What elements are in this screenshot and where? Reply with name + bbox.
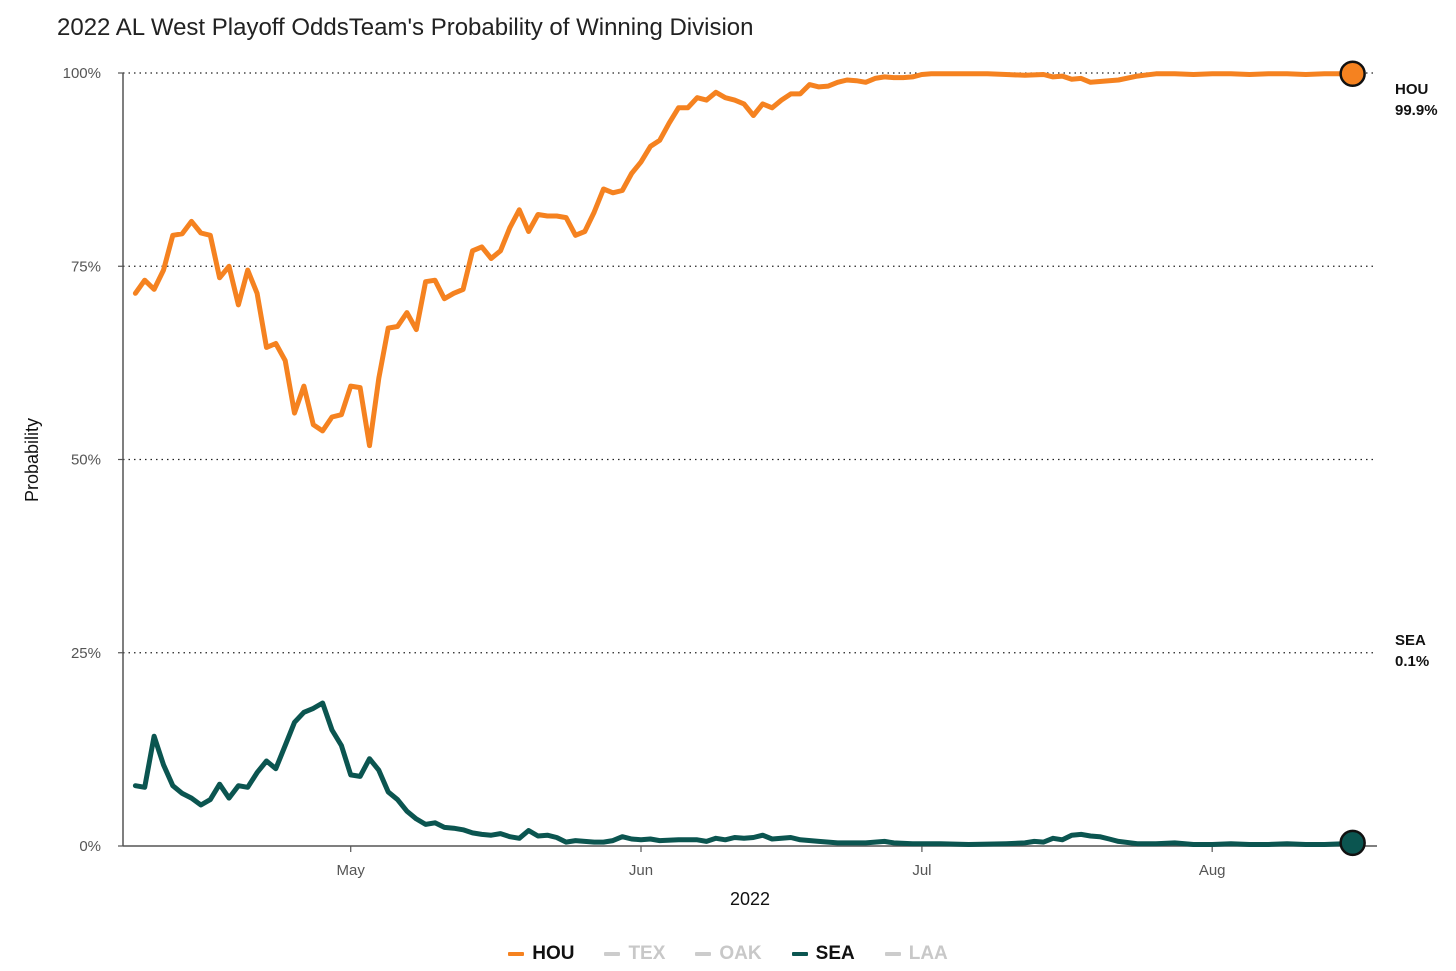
chart-title: 2022 AL West Playoff OddsTeam's Probabil… bbox=[57, 14, 754, 42]
chart-subtitle: Team's Probability of Winning Division bbox=[348, 14, 754, 41]
legend-swatch bbox=[604, 952, 621, 956]
legend-item-laa[interactable]: LAA bbox=[884, 943, 948, 965]
x-tick-label: Aug bbox=[1199, 862, 1226, 879]
chart-title-main: 2022 AL West Playoff Odds bbox=[57, 14, 349, 41]
end-point-hou[interactable] bbox=[1339, 60, 1366, 88]
y-axis-title: Probability bbox=[22, 418, 42, 502]
end-label-value-hou: 99.9% bbox=[1395, 102, 1438, 119]
y-tick-label: 75% bbox=[71, 258, 101, 275]
legend-item-tex[interactable]: TEX bbox=[604, 943, 665, 965]
x-tick-label: May bbox=[337, 862, 366, 879]
end-labels: HOU 99.9% SEA 0.1% bbox=[1395, 81, 1438, 670]
y-tick-label: 25% bbox=[71, 645, 101, 662]
legend-item-hou[interactable]: HOU bbox=[508, 943, 574, 965]
legend-item-oak[interactable]: OAK bbox=[695, 943, 762, 965]
legend-label: HOU bbox=[532, 943, 575, 964]
series-line-hou bbox=[132, 71, 1356, 449]
y-tick-label: 50% bbox=[71, 452, 101, 469]
line-chart: 0% 25% 50% 75% 100% May Jun Jul Aug HOU 99.9% SEA… bbox=[22, 60, 1438, 909]
y-tick-label: 0% bbox=[79, 838, 101, 855]
grid-lines bbox=[123, 72, 1377, 654]
legend-label: LAA bbox=[908, 943, 948, 964]
end-label-team-sea: SEA bbox=[1395, 632, 1426, 649]
end-point-sea[interactable] bbox=[1339, 829, 1366, 857]
legend-label: OAK bbox=[719, 943, 762, 964]
y-axis-ticks: 0% 25% 50% 75% 100% bbox=[63, 65, 123, 855]
y-tick-label: 100% bbox=[63, 65, 101, 82]
series-lines bbox=[132, 60, 1366, 857]
x-axis-ticks: May Jun Jul Aug bbox=[337, 846, 1226, 879]
x-tick-label: Jul bbox=[912, 862, 931, 879]
legend-item-sea[interactable]: SEA bbox=[791, 943, 855, 965]
end-label-team-hou: HOU bbox=[1395, 81, 1428, 98]
legend-swatch bbox=[695, 952, 712, 956]
end-label-value-sea: 0.1% bbox=[1395, 653, 1429, 670]
legend-swatch bbox=[791, 952, 808, 956]
legend-swatch bbox=[884, 952, 901, 956]
series-line-sea bbox=[132, 700, 1356, 847]
x-axis-title: 2022 bbox=[730, 889, 770, 909]
x-tick-label: Jun bbox=[629, 862, 653, 879]
legend-swatch bbox=[508, 952, 525, 956]
legend: HOU TEX OAK SEA LAA bbox=[0, 943, 1456, 965]
legend-label: TEX bbox=[628, 943, 666, 964]
legend-label: SEA bbox=[815, 943, 855, 964]
